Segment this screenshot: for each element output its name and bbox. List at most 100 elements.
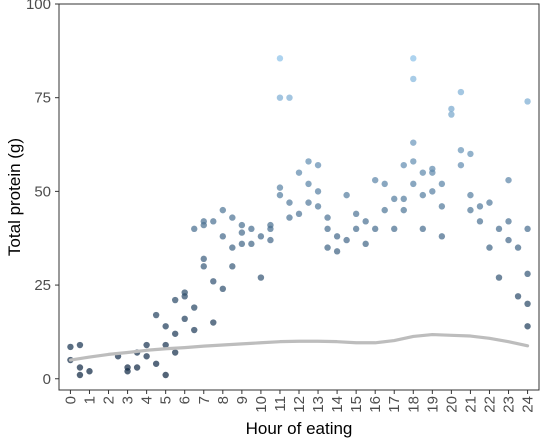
data-point: [276, 55, 284, 62]
data-point: [238, 240, 246, 248]
data-point: [76, 364, 84, 371]
data-point: [467, 206, 474, 214]
data-point: [86, 368, 93, 375]
data-point: [200, 263, 207, 270]
y-tick-label: 0: [43, 371, 51, 388]
data-point: [314, 203, 322, 210]
data-point: [314, 188, 322, 195]
data-point: [410, 139, 417, 146]
data-point: [210, 319, 217, 326]
data-point: [400, 195, 407, 203]
data-point: [229, 214, 236, 221]
data-point: [171, 296, 179, 304]
data-point: [152, 311, 160, 319]
x-tick-label: 24: [520, 396, 537, 413]
x-tick-label: 4: [139, 396, 156, 404]
data-point: [181, 315, 188, 322]
x-tick-label: 7: [196, 396, 213, 404]
data-point: [219, 206, 227, 214]
x-tick-label: 14: [329, 396, 346, 413]
trend-layer: [68, 332, 530, 362]
data-point: [333, 248, 341, 255]
x-tick-label: 10: [253, 396, 270, 413]
data-point: [305, 199, 312, 206]
data-point: [219, 285, 227, 293]
x-tick-label: 3: [120, 396, 137, 404]
y-tick-label: 25: [34, 277, 51, 294]
x-tick-label: 19: [424, 396, 441, 413]
points-layer: [67, 55, 531, 379]
data-point: [210, 278, 217, 285]
data-point: [524, 270, 531, 278]
data-point: [438, 180, 446, 188]
data-point: [286, 214, 293, 221]
data-point: [219, 233, 227, 240]
data-point: [143, 353, 150, 360]
data-point: [267, 236, 274, 244]
data-point: [419, 169, 427, 176]
data-point: [410, 75, 417, 83]
data-point: [419, 225, 427, 233]
data-point: [200, 255, 207, 263]
data-point: [448, 105, 455, 113]
data-point: [276, 191, 284, 199]
data-point: [152, 360, 160, 367]
data-point: [143, 341, 150, 349]
data-point: [362, 218, 369, 225]
y-tick-label: 75: [34, 90, 51, 107]
data-point: [124, 368, 131, 375]
data-point: [171, 349, 179, 356]
x-axis-title: Hour of eating: [246, 419, 353, 438]
x-tick-label: 17: [386, 396, 403, 413]
x-tick-label: 15: [348, 396, 365, 413]
data-point: [162, 371, 169, 379]
data-point: [429, 188, 436, 195]
data-point: [324, 214, 331, 221]
data-point: [171, 330, 179, 337]
data-point: [448, 111, 455, 118]
data-point: [467, 150, 474, 158]
data-point: [133, 364, 141, 371]
data-point: [400, 206, 407, 214]
data-point: [457, 146, 465, 154]
data-point: [191, 225, 198, 233]
x-tick-label: 5: [158, 396, 175, 404]
x-tick-label: 2: [101, 396, 118, 404]
data-point: [210, 218, 217, 225]
data-point: [467, 191, 474, 199]
data-point: [419, 191, 427, 199]
data-point: [524, 98, 531, 105]
data-point: [181, 289, 188, 296]
data-point: [67, 343, 74, 351]
data-point: [362, 240, 369, 248]
x-tick-label: 1: [81, 396, 98, 404]
data-point: [324, 225, 331, 233]
data-point: [352, 225, 360, 233]
data-point: [391, 225, 398, 233]
data-point: [191, 304, 198, 311]
data-point: [305, 180, 312, 188]
data-point: [162, 341, 169, 349]
x-tick-label: 13: [310, 396, 327, 413]
data-point: [286, 199, 293, 206]
data-point: [505, 218, 512, 225]
data-point: [505, 176, 512, 184]
data-point: [486, 199, 493, 206]
data-point: [257, 274, 265, 281]
x-tick-label: 6: [177, 396, 194, 404]
data-point: [486, 244, 493, 251]
x-axis: 0 1 2 3 4 5 6 7 8 9 10 11 12 13 14 15 16 17 18 19 20 21 22 23 24: [62, 390, 537, 413]
data-point: [267, 221, 274, 229]
x-tick-label: 8: [215, 396, 232, 404]
data-point: [76, 341, 84, 349]
data-point: [429, 169, 436, 176]
y-axis: 0 25 50 75 100: [26, 0, 59, 388]
data-point: [381, 180, 388, 188]
data-point: [286, 94, 293, 101]
data-point: [352, 210, 360, 218]
data-point: [505, 236, 512, 244]
data-point: [324, 244, 331, 251]
data-point: [371, 225, 379, 233]
data-point: [457, 88, 465, 96]
